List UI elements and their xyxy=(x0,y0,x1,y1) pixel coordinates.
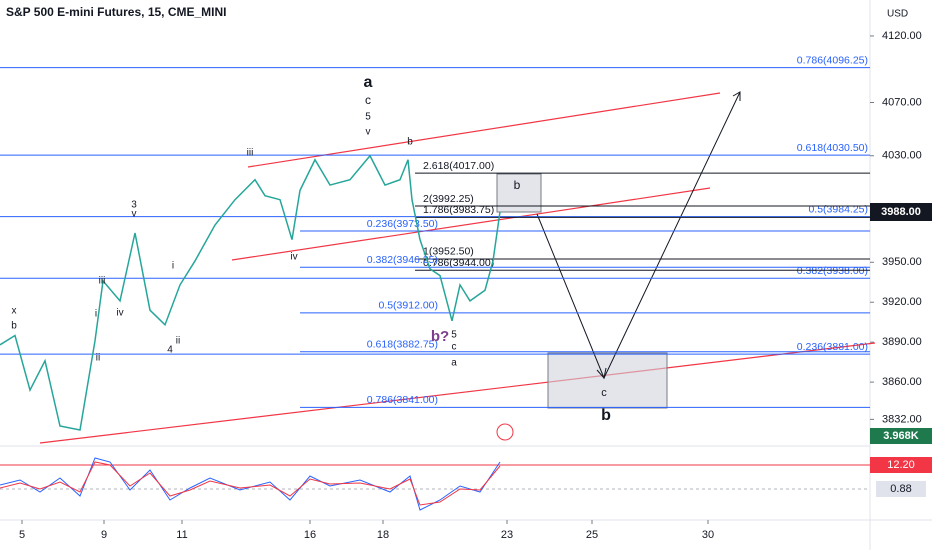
wave-label: b xyxy=(514,178,521,192)
y-tick-label: 3920.00 xyxy=(882,296,922,308)
channel-line xyxy=(231,187,711,261)
oscillator-signal xyxy=(0,461,501,506)
wave-label: v xyxy=(132,209,137,220)
fib-label: 0.5(3984.25) xyxy=(808,203,868,215)
indicator-badge xyxy=(876,481,926,497)
fib-label: 0.236(3973.50) xyxy=(367,218,438,230)
wave-label: c xyxy=(365,93,371,107)
fib-label: 0.382(3946.25) xyxy=(367,254,438,266)
wave-label: i xyxy=(95,309,97,320)
wave-label: iv xyxy=(290,252,297,263)
wave-label: 5 xyxy=(365,112,371,123)
y-tick-label: 4120.00 xyxy=(882,30,922,42)
price-badge xyxy=(870,203,932,221)
event-icon xyxy=(496,423,514,441)
y-tick-label: 3950.00 xyxy=(882,256,922,268)
fib-label: 0.786(3944.00) xyxy=(423,257,494,269)
wave-label: b? xyxy=(431,328,449,345)
fib-label: 0.5(3912.00) xyxy=(378,300,438,312)
wave-label: x xyxy=(12,306,17,317)
fib-label: 0.786(4096.25) xyxy=(797,54,868,66)
oscillator-line xyxy=(0,457,501,511)
wave-label: iii xyxy=(247,148,254,159)
x-tick-label: 9 xyxy=(101,529,107,541)
fib-label: 0.236(3881.00) xyxy=(797,341,868,353)
wave-label: b xyxy=(601,407,611,424)
wave-label: iii xyxy=(99,276,106,287)
wave-label: b xyxy=(11,321,17,332)
y-tick-label: 4030.00 xyxy=(882,150,922,162)
fib-label: 0.618(4030.50) xyxy=(797,142,868,154)
x-tick-label: 11 xyxy=(176,529,187,541)
fib-label: 1(3952.50) xyxy=(423,246,474,258)
last-price-label: 3988.00 xyxy=(881,206,921,218)
y-tick-label: 3860.00 xyxy=(882,376,922,388)
wave-label: c xyxy=(452,342,457,353)
indicator-label: 0.88 xyxy=(890,483,911,495)
fib-label: 2(3992.25) xyxy=(423,193,474,205)
y-tick-label: 3832.00 xyxy=(882,413,922,425)
x-tick-label: 30 xyxy=(702,529,714,541)
x-tick-label: 25 xyxy=(586,529,598,541)
indicator-label: 12.20 xyxy=(887,459,915,471)
volume-badge xyxy=(870,428,932,444)
wave-label: iv xyxy=(116,308,123,319)
wave-label: a xyxy=(364,74,373,91)
wave-label: ii xyxy=(176,336,180,347)
y-axis-label: USD xyxy=(887,9,908,20)
wave-label: a xyxy=(451,358,457,369)
x-tick-label: 16 xyxy=(304,529,316,541)
x-tick-label: 18 xyxy=(377,529,389,541)
wave-label: 5 xyxy=(451,330,457,341)
y-tick-label: 4070.00 xyxy=(882,96,922,108)
volume-label: 3.968K xyxy=(883,430,919,442)
target-box xyxy=(547,352,668,409)
arrow-head xyxy=(596,367,607,380)
chart-title: S&P 500 E-mini Futures, 15, CME_MINI xyxy=(6,5,227,19)
arrow-head xyxy=(732,91,741,101)
wave-label: 4 xyxy=(167,345,173,356)
fib-label: 2.618(4017.00) xyxy=(423,160,494,172)
fib-label: 1.786(3983.75) xyxy=(423,204,494,216)
wave-label: 3 xyxy=(131,200,137,211)
indicator-badge xyxy=(870,457,932,473)
wave-label: ii xyxy=(96,353,100,364)
x-tick-label: 5 xyxy=(19,529,25,541)
wave-label: v xyxy=(366,127,371,138)
fib-label: 0.382(3938.00) xyxy=(797,265,868,277)
channel-line xyxy=(39,342,876,444)
x-tick-label: 23 xyxy=(501,529,513,541)
wave-label: i xyxy=(172,261,174,272)
wave-label: b xyxy=(407,137,413,148)
fib-label: 0.618(3882.75) xyxy=(367,339,438,351)
y-tick-label: 3890.00 xyxy=(882,336,922,348)
wave-label: c xyxy=(601,387,607,399)
price-line xyxy=(0,154,501,431)
fib-label: 0.786(3841.00) xyxy=(367,394,438,406)
